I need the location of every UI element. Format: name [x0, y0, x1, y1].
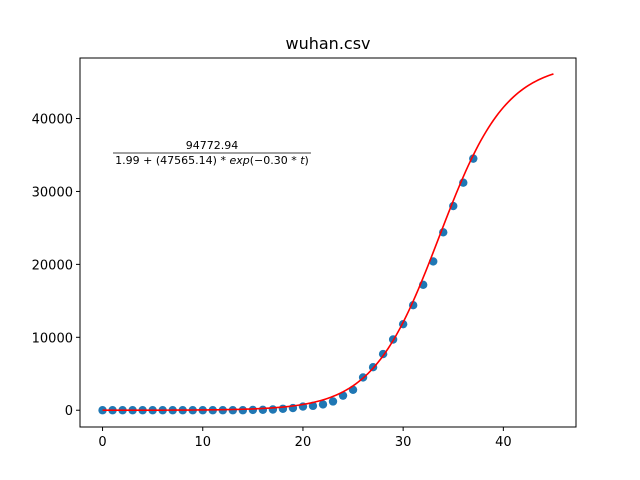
- formula-denominator: 1.99 + (47565.14) * exp(−0.30 * t): [115, 154, 309, 167]
- fit-curve: [102, 73, 554, 412]
- x-tick-label: 0: [98, 435, 106, 450]
- data-point: [248, 405, 258, 415]
- y-tick-label: 20000: [32, 258, 73, 273]
- formula-denominator-t: t: [300, 154, 305, 167]
- y-axis: 0 10000 20000 30000 40000: [32, 113, 80, 419]
- plot-frame: [79, 57, 577, 428]
- data-point: [268, 405, 278, 414]
- formula-denominator-prefix: 1.99 + (47565.14) *: [115, 154, 229, 167]
- x-tick-label: 40: [495, 435, 512, 450]
- x-tick-label: 30: [395, 435, 412, 450]
- formula-denominator-exp: exp: [229, 154, 249, 167]
- y-tick-label: 0: [65, 404, 73, 419]
- x-axis: 0 10 20 30 40: [98, 427, 512, 450]
- x-tick-label: 10: [194, 435, 211, 450]
- data-point: [328, 397, 338, 406]
- formula-denominator-suffix: ): [305, 154, 309, 167]
- data-point: [258, 405, 268, 414]
- chart-title: wuhan.csv: [286, 34, 371, 53]
- formula-annotation: 94772.94 1.99 + (47565.14) * exp(−0.30 *…: [113, 139, 311, 167]
- y-tick-label: 40000: [32, 113, 73, 128]
- y-tick-label: 30000: [32, 185, 73, 200]
- formula-numerator: 94772.94: [186, 139, 239, 152]
- data-point: [238, 406, 248, 415]
- data-point: [98, 406, 107, 415]
- fit-curve-layer: [102, 73, 554, 412]
- data-point: [318, 400, 328, 409]
- x-tick-label: 20: [295, 435, 312, 450]
- formula-denominator-mid: (−0.30 *: [250, 154, 301, 167]
- y-tick-label: 10000: [32, 331, 73, 346]
- data-point: [278, 404, 288, 413]
